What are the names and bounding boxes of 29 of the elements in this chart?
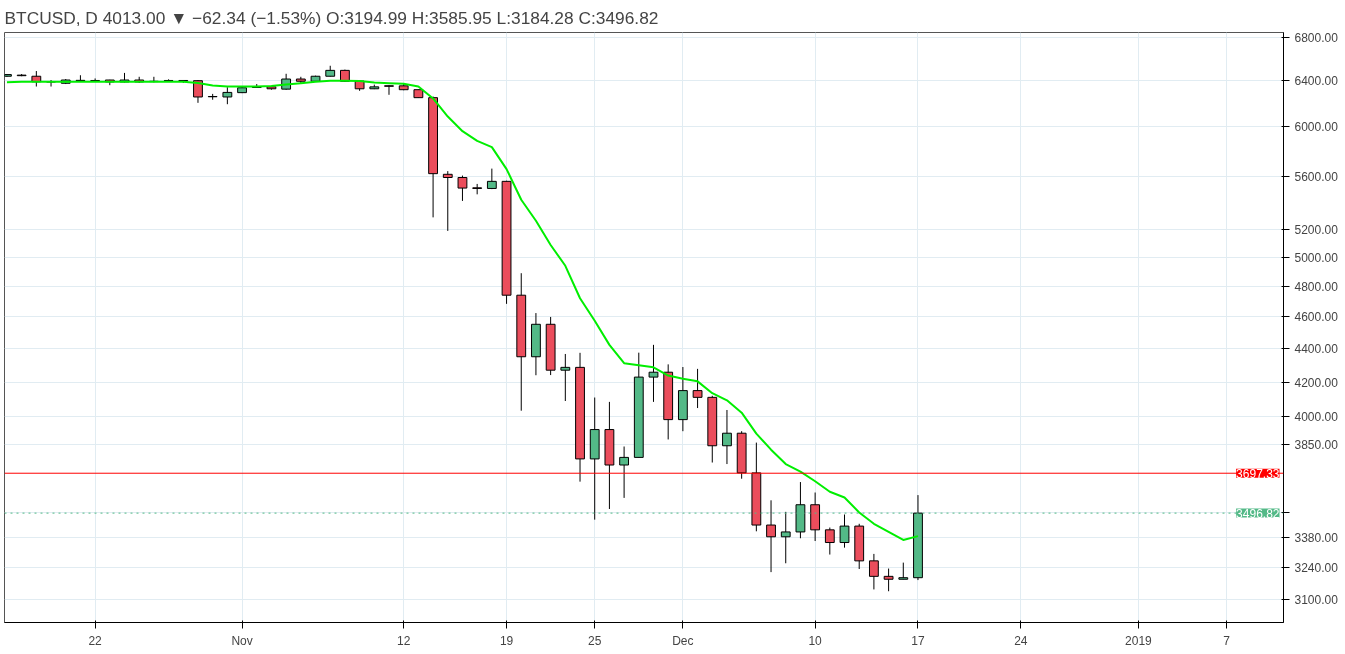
ref-line-label: 3697.33 <box>1236 466 1280 481</box>
y-tick-label: 3240.00 <box>1294 561 1339 576</box>
x-tick-label: 7 <box>1223 633 1231 648</box>
y-tick-label: 4800.00 <box>1294 280 1339 294</box>
x-tick-label: 19 <box>499 633 514 648</box>
x-tick-label: 12 <box>397 633 411 648</box>
y-tick-label: 3380.00 <box>1294 530 1339 545</box>
y-tick-label: 3100.00 <box>1294 592 1339 607</box>
x-tick-label: 17 <box>911 633 925 648</box>
y-tick-label: 5000.00 <box>1294 250 1339 265</box>
y-tick-label: 5600.00 <box>1294 169 1339 184</box>
y-tick-label: 4000.00 <box>1294 410 1339 425</box>
y-tick-label: 6000.00 <box>1294 120 1339 135</box>
x-tick-label: 2019 <box>1125 633 1153 648</box>
y-tick-label: 5200.00 <box>1294 222 1339 237</box>
y-tick-label: 3850.00 <box>1294 437 1339 452</box>
y-tick-label: 4400.00 <box>1294 342 1339 357</box>
y-tick-label: 4600.00 <box>1294 310 1339 325</box>
x-tick-label: Nov <box>231 633 253 648</box>
x-tick-label: Dec <box>672 633 694 648</box>
y-tick-label: 6400.00 <box>1294 74 1339 89</box>
chart-title: BTCUSD, D 4013.00 ▼ −62.34 (−1.53%) O:3194.99 H:3585.95 L:3184.28 C:3496.82 <box>4 7 659 28</box>
ref-line-label: 3496.82 <box>1236 506 1280 521</box>
y-tick-label: 4200.00 <box>1294 375 1339 390</box>
x-tick-label: 10 <box>808 633 823 648</box>
x-tick-label: 24 <box>1014 633 1028 648</box>
y-tick-label: 6800.00 <box>1294 30 1339 45</box>
x-tick-label: 22 <box>88 633 103 648</box>
x-tick-label: 25 <box>588 633 602 648</box>
